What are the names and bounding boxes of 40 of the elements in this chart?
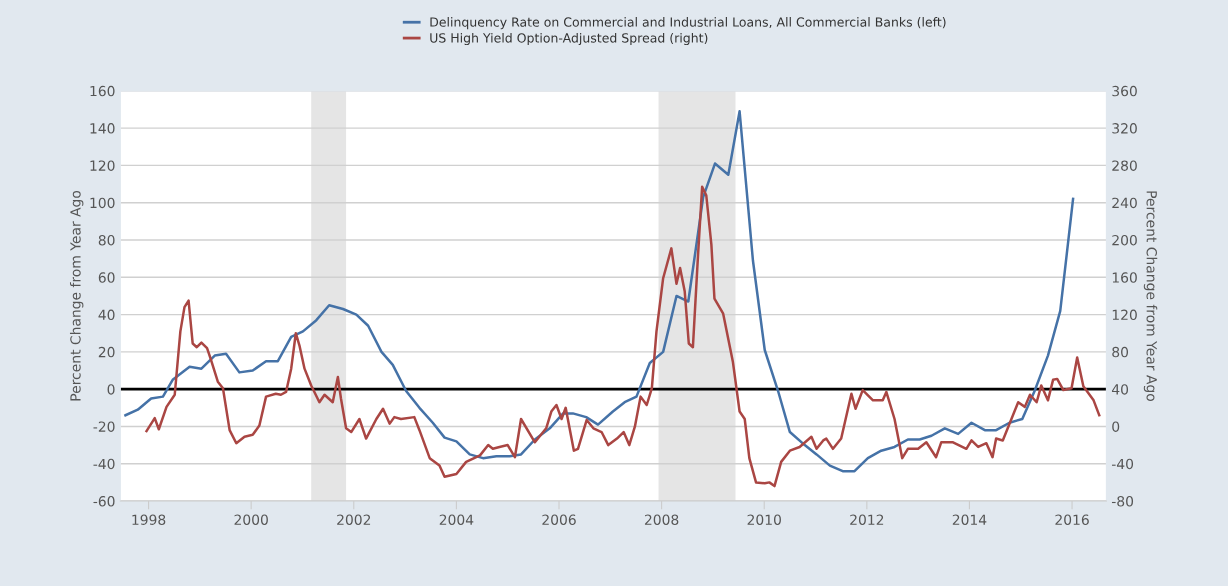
legend-label: US High Yield Option-Adjusted Spread (right) <box>430 32 708 46</box>
y-tick-label: -20 <box>93 421 115 432</box>
y2-axis-title: Percent Change from Year Ago <box>1143 191 1158 401</box>
y-tick-label: -60 <box>93 496 115 507</box>
y-tick-label: 20 <box>98 346 115 358</box>
y-tick-label: 160 <box>90 85 115 97</box>
legend-label: Delinquency Rate on Commercial and Industrial Loans, All Commercial Banks (left) <box>430 17 946 30</box>
y2-tick-label: 320 <box>1112 123 1137 134</box>
y2-tick-label: 160 <box>1112 272 1137 283</box>
y-axis-title: Percent Change from Year Ago <box>69 190 84 401</box>
line-series <box>145 185 1101 488</box>
y2-tick-label: 0 <box>1112 421 1120 432</box>
x-tick-label: 2002 <box>337 514 371 525</box>
x-tick-label: 2004 <box>439 514 474 525</box>
y-tick-label: -40 <box>93 458 115 470</box>
y-tick-label: 120 <box>90 160 115 171</box>
line-series <box>124 110 1075 473</box>
x-tick-label: 2014 <box>952 514 987 525</box>
y-tick-label: 80 <box>98 234 115 246</box>
x-tick-label: 2000 <box>234 514 268 525</box>
y2-tick-label: -40 <box>1111 458 1134 470</box>
x-tick-label: 2010 <box>747 514 781 525</box>
x-tick-label: 2006 <box>542 514 576 525</box>
y2-tick-label: 200 <box>1112 234 1137 246</box>
y-tick-label: 0 <box>107 384 115 395</box>
y2-tick-label: 40 <box>1111 384 1129 395</box>
x-tick-label: 2012 <box>850 514 884 525</box>
y-tick-label: 140 <box>90 123 115 134</box>
y-tick-label: 100 <box>90 197 115 209</box>
x-tick-label: 2016 <box>1055 514 1089 525</box>
y2-tick-label: 360 <box>1112 85 1137 97</box>
x-tick-label: 1998 <box>132 514 166 525</box>
y2-tick-label: -80 <box>1111 496 1134 507</box>
y-tick-label: 60 <box>98 272 115 283</box>
y2-tick-label: 240 <box>1112 197 1137 209</box>
y2-tick-label: 280 <box>1112 160 1137 171</box>
y-tick-label: 40 <box>98 309 115 321</box>
x-tick-label: 2008 <box>644 514 679 525</box>
y2-tick-label: 120 <box>1112 309 1137 321</box>
y2-tick-label: 80 <box>1112 346 1129 358</box>
